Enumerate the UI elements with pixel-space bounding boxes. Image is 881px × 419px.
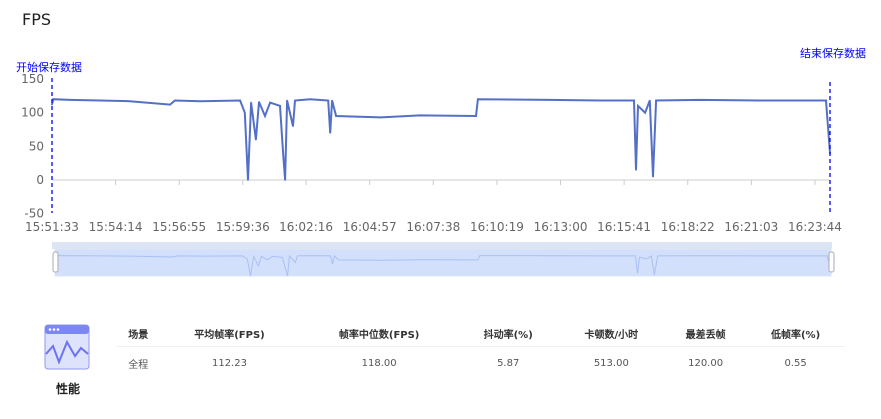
slider-window xyxy=(54,248,832,277)
slider-handle[interactable] xyxy=(52,251,59,273)
data-point xyxy=(269,101,271,104)
x-tick-label: 16:04:57 xyxy=(343,220,397,234)
column-header: 帧率中位数(FPS) xyxy=(299,320,459,347)
performance-icon xyxy=(44,324,90,370)
x-tick-label: 16:15:41 xyxy=(597,220,651,234)
slider-top-bar xyxy=(52,242,832,249)
data-point xyxy=(99,99,101,102)
data-point xyxy=(327,99,329,102)
data-point xyxy=(239,99,241,102)
data-point xyxy=(286,99,288,102)
data-point xyxy=(255,138,257,141)
x-tick-label: 16:07:38 xyxy=(406,220,460,234)
y-tick-label: 150 xyxy=(21,72,44,86)
data-point xyxy=(652,175,654,178)
column-header: 低帧率(%) xyxy=(746,320,845,347)
y-tick-label: -50 xyxy=(24,207,44,221)
data-point xyxy=(655,99,657,102)
x-tick-label: 15:56:55 xyxy=(152,220,206,234)
table-cell: 5.87 xyxy=(497,357,520,369)
x-tick-label: 16:10:19 xyxy=(470,220,524,234)
data-point xyxy=(294,99,296,102)
table-cell: 513.00 xyxy=(593,357,629,369)
x-tick-label: 16:13:00 xyxy=(534,220,588,234)
data-point xyxy=(284,179,286,181)
y-tick-label: 50 xyxy=(29,139,44,153)
data-point xyxy=(475,115,477,117)
data-point xyxy=(69,99,71,101)
table-cell: 112.23 xyxy=(211,357,247,369)
data-point xyxy=(51,103,53,106)
data-point xyxy=(279,105,281,107)
table-cell: 0.55 xyxy=(784,357,807,369)
data-point xyxy=(419,114,421,117)
fps-series-line xyxy=(51,98,831,181)
slider-preview-line xyxy=(54,254,832,277)
column-header: 最差丢帧 xyxy=(665,320,747,347)
data-point xyxy=(699,99,701,101)
data-point xyxy=(329,132,331,134)
summary-table: 场景 平均帧率(FPS) 帧率中位数(FPS) 抖动率(%) 卡顿数/小时 最差丢帧 低帧率… xyxy=(117,320,845,379)
data-point xyxy=(379,116,381,119)
data-point xyxy=(292,125,294,127)
x-tick-label: 16:18:22 xyxy=(661,220,715,234)
data-point xyxy=(633,99,635,102)
data-point xyxy=(825,99,827,102)
data-point xyxy=(759,99,761,102)
table-row: 全程 112.23 118.00 5.87 513.00 120.00 0.55 xyxy=(117,347,845,380)
data-point xyxy=(282,152,284,154)
y-tick-label: 100 xyxy=(21,106,44,120)
x-tick-label: 15:51:33 xyxy=(25,220,79,234)
data-point xyxy=(637,105,639,107)
data-point xyxy=(129,100,131,103)
table-cell: 118.00 xyxy=(361,357,397,369)
x-tick-label: 16:21:03 xyxy=(724,220,778,234)
data-point xyxy=(635,169,637,171)
x-tick-label: 16:02:16 xyxy=(279,220,333,234)
data-point xyxy=(644,111,646,114)
x-tick-label: 16:23:44 xyxy=(788,220,842,234)
column-header: 抖动率(%) xyxy=(458,320,558,347)
data-point xyxy=(264,115,266,117)
data-point xyxy=(174,99,176,102)
data-point xyxy=(309,98,311,100)
column-header: 场景 xyxy=(117,320,160,347)
table-cell: 120.00 xyxy=(688,357,724,369)
data-point xyxy=(169,103,171,106)
data-point xyxy=(599,99,601,102)
data-point xyxy=(52,98,54,100)
slider-handle[interactable] xyxy=(828,251,835,273)
data-point xyxy=(331,99,333,102)
data-point xyxy=(247,179,249,181)
column-header: 平均帧率(FPS) xyxy=(159,320,300,347)
end-marker-label: 结束保存数据 xyxy=(800,46,866,60)
y-tick-label: 0 xyxy=(36,173,44,187)
data-point xyxy=(549,99,551,101)
column-header: 卡顿数/小时 xyxy=(557,320,666,347)
performance-label: 性能 xyxy=(55,382,80,396)
chart-title: FPS xyxy=(22,10,52,29)
summary-panel: 性能 场景 平均帧率(FPS) 帧率中位数(FPS) 抖动率(%) 卡顿数/小时 最差丢帧… xyxy=(22,302,858,412)
data-point xyxy=(244,111,246,114)
data-point xyxy=(258,101,260,103)
data-point xyxy=(199,100,201,103)
start-marker-label: 开始保存数据 xyxy=(16,60,82,74)
data-point xyxy=(250,101,252,104)
x-tick-label: 15:59:36 xyxy=(216,220,270,234)
data-point xyxy=(649,99,651,102)
data-point xyxy=(335,115,337,117)
x-tick-label: 15:54:14 xyxy=(89,220,143,234)
data-point xyxy=(477,98,479,100)
table-cell: 全程 xyxy=(128,359,149,371)
